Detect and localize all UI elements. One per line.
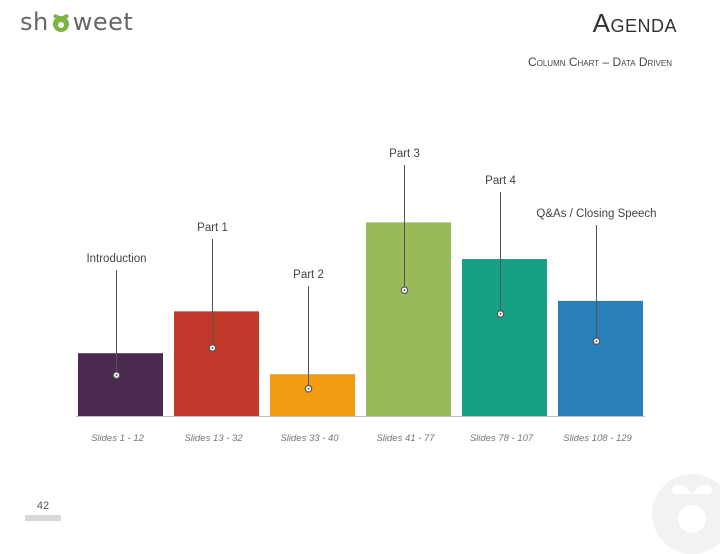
- watermark-logo: [652, 474, 720, 554]
- leaf-icon: [52, 14, 69, 32]
- category-label-2: Slides 13 - 32: [184, 433, 243, 444]
- category-label-6: Slides 108 - 129: [563, 433, 632, 444]
- showeet-logo: sh weet: [20, 8, 133, 36]
- section-label-4: Part 3: [389, 148, 420, 160]
- category-label-5: Slides 78 - 107: [470, 433, 534, 444]
- section-label-5: Part 4: [485, 175, 516, 187]
- logo-text-right: weet: [72, 8, 134, 36]
- section-label-2: Part 1: [197, 222, 228, 234]
- callout-marker-dot-6: [595, 340, 598, 343]
- bar-1: [78, 353, 163, 416]
- category-label-3: Slides 33 - 40: [280, 433, 339, 444]
- category-label-4: Slides 41 - 77: [376, 433, 435, 444]
- bar-2: [174, 311, 259, 416]
- callout-marker-dot-5: [499, 312, 502, 315]
- page-number: 42: [36, 500, 50, 512]
- page-subtitle: Column Chart – Data Driven: [527, 55, 672, 69]
- callout-marker-dot-4: [403, 289, 406, 292]
- logo-text-left: sh: [20, 8, 49, 36]
- column-chart: Introduction Slides 1 - 12 Part 1 Slides 13…: [76, 148, 657, 444]
- callout-marker-dot-2: [211, 346, 214, 349]
- page-title: Agenda: [592, 8, 677, 38]
- page-number-box: 42: [25, 493, 61, 521]
- callout-marker-dot-3: [307, 387, 310, 390]
- category-label-1: Slides 1 - 12: [91, 433, 145, 444]
- section-label-6: Q&As / Closing Speech: [536, 208, 656, 220]
- section-label-1: Introduction: [86, 253, 146, 265]
- section-label-3: Part 2: [293, 269, 324, 281]
- bar-3: [270, 374, 355, 416]
- bar-4: [366, 222, 451, 416]
- bar-6: [558, 300, 643, 416]
- callout-marker-dot-1: [115, 374, 118, 377]
- bar-5: [462, 259, 547, 416]
